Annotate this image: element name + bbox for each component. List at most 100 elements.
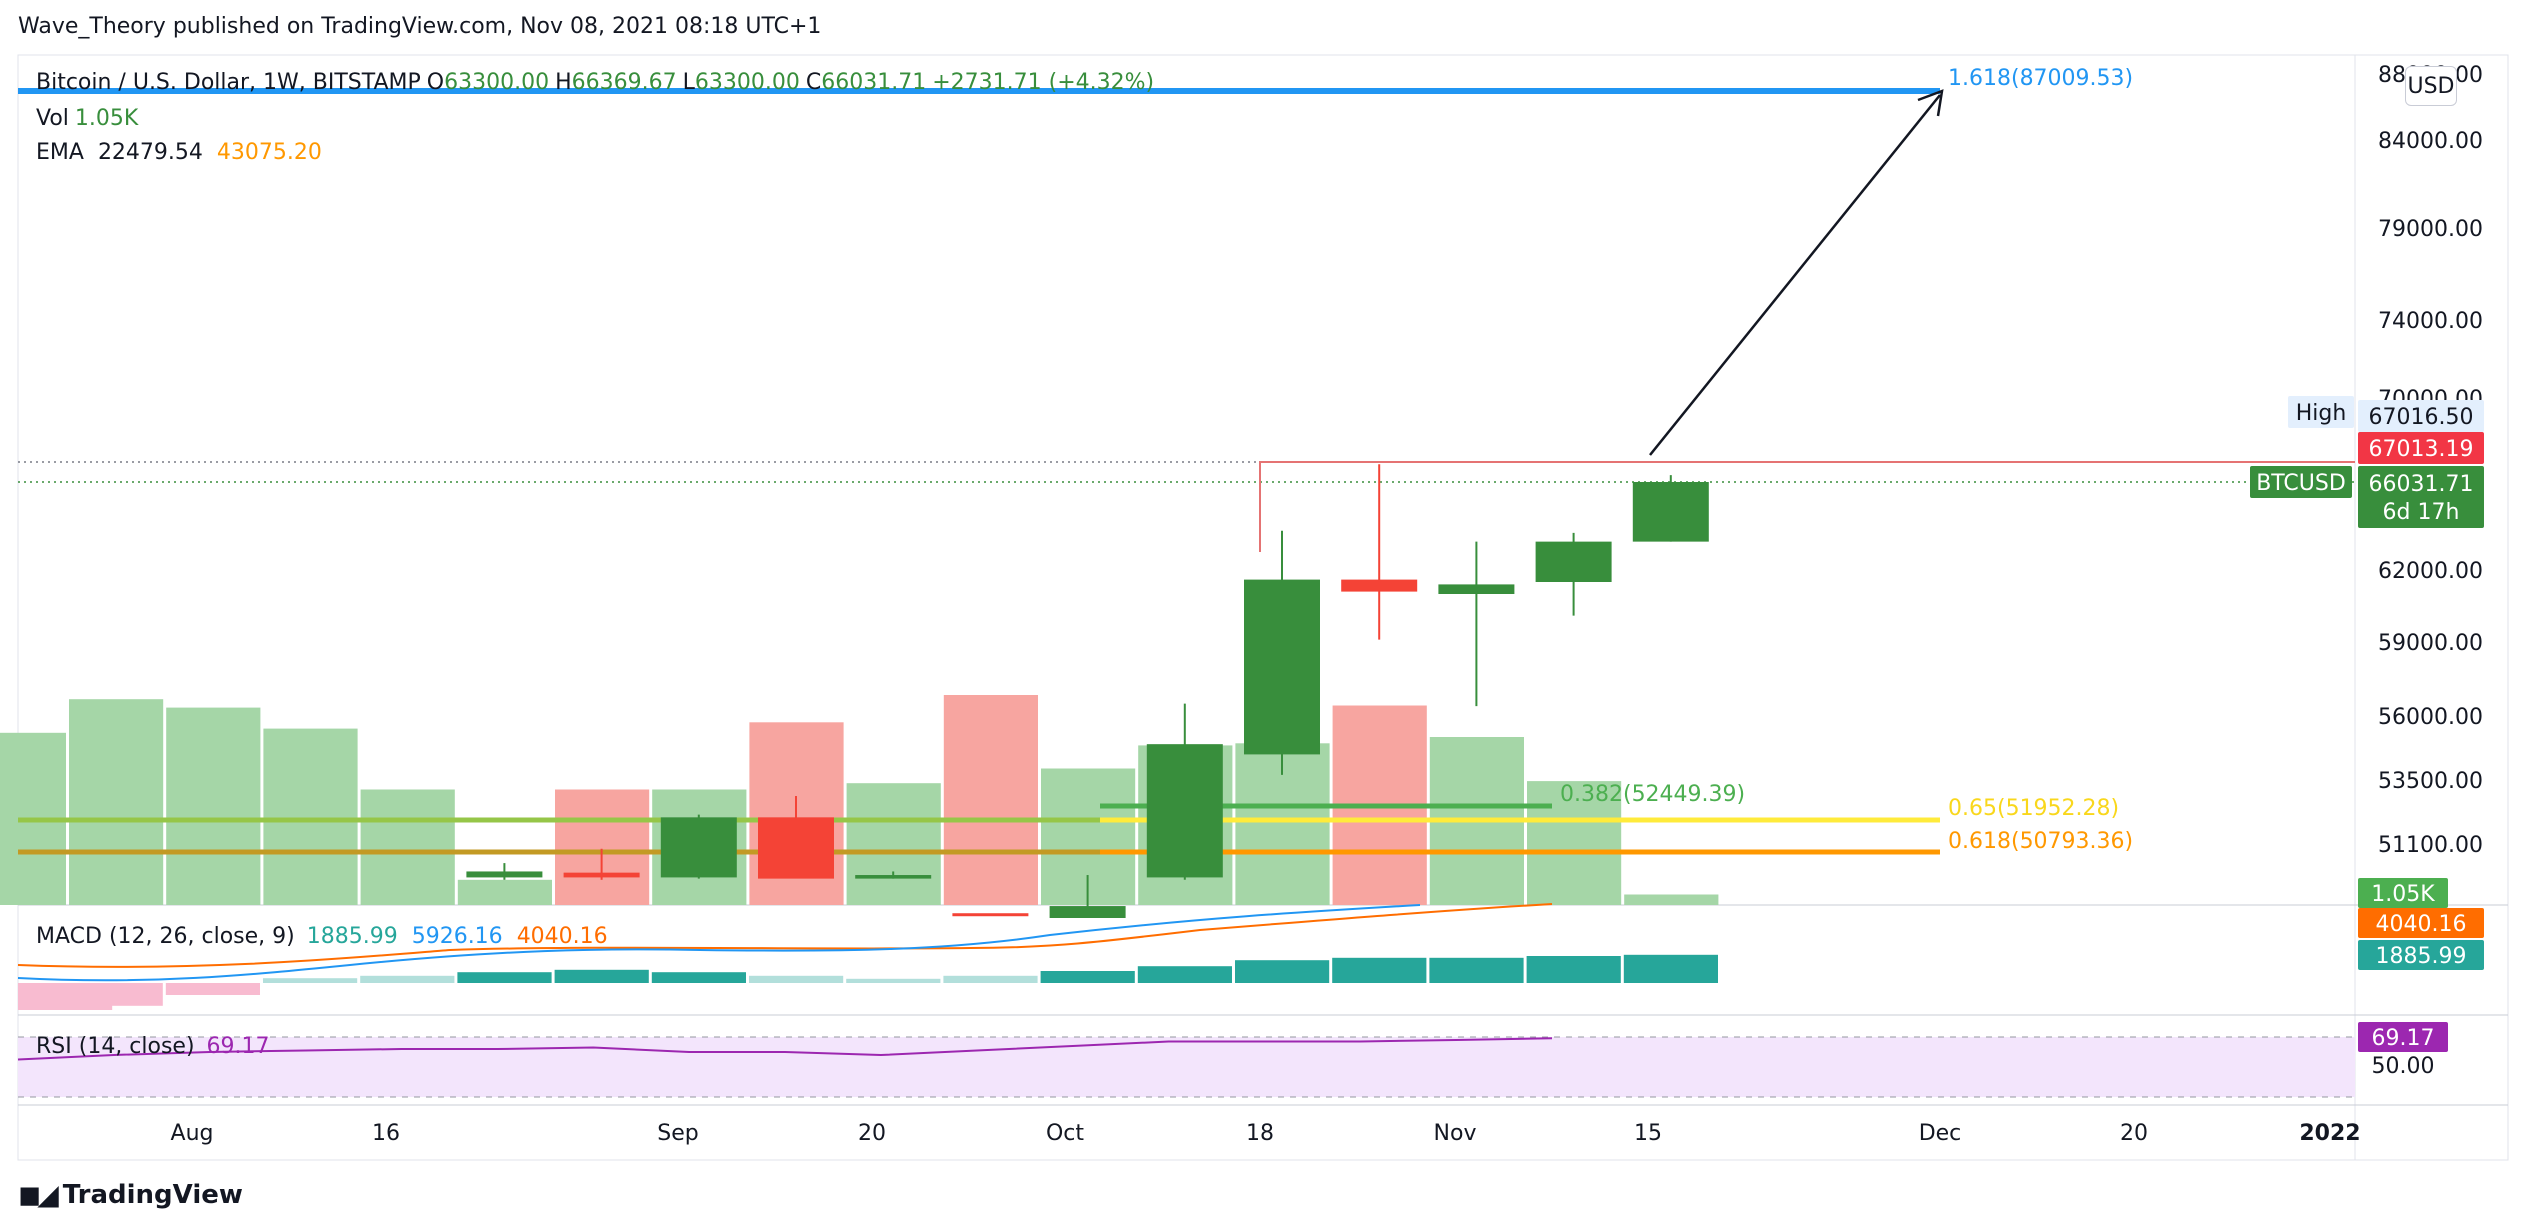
candle-body — [1632, 482, 1709, 542]
tradingview-brand: TradingView — [62, 1179, 243, 1210]
y-tick-label: 56000.00 — [2378, 705, 2483, 730]
fib-0382-label: 0.382(52449.39) — [1560, 782, 1745, 807]
macd-line — [17, 904, 1421, 982]
macd-signal-tag: 4040.16 — [2376, 912, 2467, 937]
x-tick-label: Aug — [171, 1121, 214, 1146]
y-tick-label: 74000.00 — [2378, 309, 2483, 334]
volume-bar — [457, 879, 552, 905]
candle-body — [1341, 579, 1418, 592]
volume-bar — [846, 783, 941, 905]
x-tick-label: 20 — [2120, 1121, 2148, 1146]
candle-body — [952, 913, 1029, 917]
x-tick-label: Oct — [1046, 1121, 1084, 1146]
legend-macd-c: 4040.16 — [516, 924, 608, 949]
legend-low-label: L — [682, 70, 695, 95]
legend-macd-a: 1885.99 — [306, 924, 398, 949]
candle-body — [660, 817, 737, 878]
legend-high: 66369.67 — [571, 70, 677, 95]
high-tag-value-bg — [2358, 400, 2484, 432]
red-price-tag: 67013.19 — [2369, 437, 2474, 462]
candle-body — [466, 871, 543, 878]
legend-high-label: H — [555, 70, 572, 95]
legend-ema-label: EMA — [36, 140, 84, 165]
macd-histogram-bar — [457, 972, 552, 983]
price-tags-layer: High 67016.50 67013.19 BTCUSD 66031.71 6d 17h… — [2250, 396, 2484, 1079]
candle-body — [1244, 579, 1320, 755]
legend-rsi: 69.17 — [206, 1034, 270, 1059]
macd-histogram-bar — [1137, 966, 1232, 983]
legend-open: 63300.00 — [444, 70, 550, 95]
volume-bar — [360, 789, 455, 905]
y-tick-label: 84000.00 — [2378, 129, 2483, 154]
volume-bar — [263, 728, 358, 905]
y-tick-label: 51100.00 — [2378, 833, 2483, 858]
x-tick-label: Nov — [1434, 1121, 1477, 1146]
high-tag-label-bg — [2288, 396, 2354, 428]
legend-vol-label: Vol — [36, 106, 69, 131]
tradingview-logo[interactable]: ◼◢ TradingView — [18, 1178, 243, 1211]
legend-low: 63300.00 — [694, 70, 800, 95]
legend-ema: EMA 22479.54 43075.20 — [36, 140, 328, 165]
legend-ema-b: 43075.20 — [216, 140, 322, 165]
candles-layer — [466, 464, 1709, 918]
legend-macd-label: MACD (12, 26, close, 9) — [36, 924, 295, 949]
legend-close-label: C — [805, 70, 822, 95]
legend-rsi-label: RSI (14, close) — [36, 1034, 195, 1059]
rsi-line — [17, 1037, 1553, 1061]
macd-histogram-bar — [1040, 971, 1135, 983]
macd-value-tag-bg — [2358, 940, 2484, 970]
legend-volume: Vol 1.05K — [36, 106, 144, 131]
red-price-tag-bg — [2358, 432, 2484, 464]
macd-histogram-bar — [165, 983, 260, 995]
projection-arrow-line — [1649, 94, 1941, 456]
y-tick-label: 79000.00 — [2378, 217, 2483, 242]
macd-histogram-bar — [943, 975, 1038, 983]
macd-value-tag: 1885.99 — [2376, 944, 2467, 969]
macd-layer — [17, 903, 1718, 1010]
x-tick-label: 2022 — [2299, 1121, 2360, 1146]
y-tick-label: 59000.00 — [2378, 631, 2483, 656]
projection-arrow-head — [1917, 89, 1944, 117]
fib-levels-layer: 1.618(87009.53) 0.65(51952.28) 0.618(50793… — [18, 66, 2355, 855]
candle-body — [758, 817, 834, 879]
legend-macd-b: 5926.16 — [411, 924, 503, 949]
legend-open-label: O — [426, 70, 445, 95]
legend-main: Bitcoin / U.S. Dollar, 1W, BITSTAMP O6330… — [36, 70, 1160, 95]
currency-button[interactable]: USD — [2405, 66, 2457, 106]
macd-histogram-bar — [1623, 954, 1718, 983]
x-tick-label: 15 — [1634, 1121, 1662, 1146]
candle-body — [1146, 744, 1223, 878]
macd-histogram-bar — [651, 972, 746, 983]
last-price-value: 66031.71 — [2369, 472, 2474, 497]
candle-body — [1049, 906, 1126, 918]
high-red-line — [1259, 461, 2355, 552]
axis-layer: 88000.0084000.0079000.0074000.0070000.00… — [171, 63, 2483, 1146]
volume-bar — [555, 789, 650, 905]
legend-close: 66031.71 — [821, 70, 927, 95]
fib-065-label: 0.65(51952.28) — [1948, 796, 2119, 821]
volume-bar — [1624, 894, 1719, 905]
macd-histogram-bar — [1429, 957, 1524, 983]
y-tick-label: 62000.00 — [2378, 559, 2483, 584]
volume-bar — [1527, 781, 1622, 905]
candle-body — [1438, 584, 1515, 594]
macd-histogram-bar — [554, 969, 649, 983]
macd-histogram-bar — [263, 978, 358, 983]
legend-vol: 1.05K — [74, 106, 139, 131]
legend-macd: MACD (12, 26, close, 9) 1885.99 5926.16 404… — [36, 924, 614, 949]
volume-bar — [69, 699, 164, 905]
high-tag-label: High — [2296, 401, 2347, 426]
macd-histogram-bar — [1332, 957, 1427, 983]
macd-histogram-bar — [749, 975, 844, 983]
macd-histogram-bar — [68, 983, 163, 1006]
rsi-value-tag: 69.17 — [2372, 1026, 2435, 1051]
symbol-tag: BTCUSD — [2256, 471, 2346, 496]
fib-0618-label: 0.618(50793.36) — [1948, 829, 2133, 854]
volume-layer — [0, 695, 1719, 905]
candle-body — [855, 875, 932, 879]
candle-body — [563, 872, 640, 878]
macd-signal-tag-bg — [2358, 908, 2484, 938]
volume-tag-bg — [2358, 878, 2448, 908]
x-tick-label: 20 — [858, 1121, 886, 1146]
